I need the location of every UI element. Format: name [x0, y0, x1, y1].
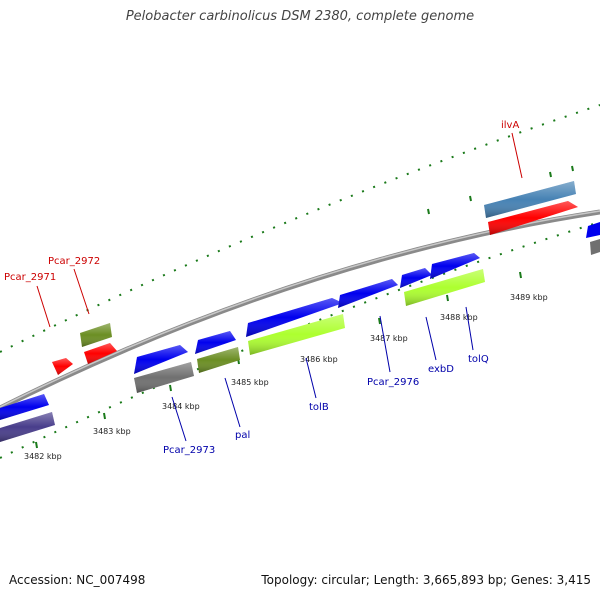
- tick-label-3483: 3483 kbp: [93, 427, 131, 436]
- genome-summary-text: Topology: circular; Length: 3,665,893 bp…: [261, 573, 591, 587]
- label-tolB[interactable]: tolB: [309, 402, 329, 413]
- outer-tick-marks: [427, 165, 574, 215]
- label-ilvA[interactable]: ilvA: [501, 120, 519, 131]
- label-exbD[interactable]: exbD: [428, 364, 454, 375]
- gene-pal[interactable]: [197, 347, 240, 373]
- label-pal[interactable]: pal: [235, 430, 250, 441]
- label-pcar-2971[interactable]: Pcar_2971: [4, 272, 56, 283]
- cds-right-blue[interactable]: [586, 222, 600, 238]
- cds-pal-blue[interactable]: [195, 331, 236, 354]
- gene-pcar-2973[interactable]: [134, 362, 194, 393]
- gene-tolB[interactable]: [248, 314, 345, 355]
- cds-tolB-blue[interactable]: [246, 298, 343, 337]
- gene-exbD-tolQ-lime[interactable]: [404, 269, 485, 306]
- tick-label-3488: 3488 kbp: [440, 313, 478, 322]
- gene-pcar-2971[interactable]: [52, 358, 73, 375]
- cds-pcar-2972-olive[interactable]: [80, 323, 112, 347]
- tick-label-3484: 3484 kbp: [162, 402, 200, 411]
- label-pcar-2976[interactable]: Pcar_2976: [367, 377, 419, 388]
- tick-label-3487: 3487 kbp: [370, 334, 408, 343]
- tick-label-3486: 3486 kbp: [300, 355, 338, 364]
- gene-ilvA[interactable]: [488, 201, 578, 235]
- tick-label-3489: 3489 kbp: [510, 293, 548, 302]
- cds-pcar-2976-blue[interactable]: [338, 279, 398, 308]
- accession-text: Accession: NC_007498: [9, 573, 146, 587]
- cds-exbD-blue[interactable]: [400, 268, 432, 288]
- tick-label-3485: 3485 kbp: [231, 378, 269, 387]
- tick-marks: [35, 271, 522, 449]
- cds-pcar-2973-blue[interactable]: [134, 345, 188, 374]
- tick-label-3482: 3482 kbp: [24, 452, 62, 461]
- cds-right-gray[interactable]: [590, 239, 600, 255]
- cds-tolQ-blue[interactable]: [430, 253, 480, 279]
- cds-left-slate[interactable]: [0, 412, 55, 442]
- genome-backbone: [0, 209, 600, 411]
- label-pcar-2973[interactable]: Pcar_2973: [163, 445, 215, 456]
- leader-lines: [36, 132, 523, 442]
- label-tolQ[interactable]: tolQ: [468, 354, 489, 365]
- cds-ilvA-steel[interactable]: [484, 181, 576, 218]
- map-title: Pelobacter carbinolicus DSM 2380, comple…: [125, 9, 475, 24]
- cds-left-blue[interactable]: [0, 394, 49, 420]
- label-pcar-2972[interactable]: Pcar_2972: [48, 256, 100, 267]
- gene-pcar-2972[interactable]: [84, 343, 117, 364]
